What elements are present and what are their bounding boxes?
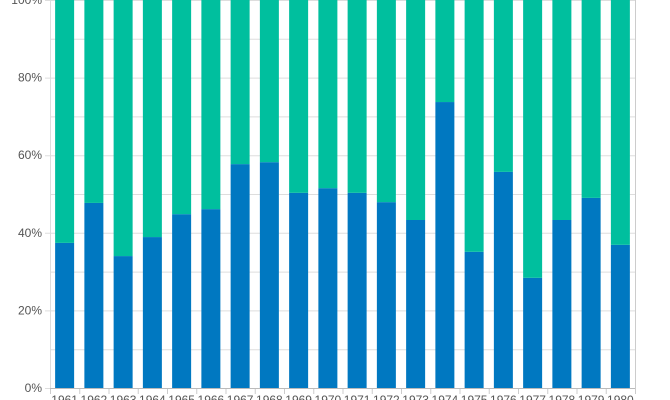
- y-tick-label: 20%: [18, 303, 42, 317]
- x-tick-label: 1974: [432, 393, 459, 400]
- bar-segment-series-2: [610, 0, 630, 245]
- bar-segment-series-2: [289, 0, 309, 193]
- bar-segment-series-1: [376, 202, 396, 388]
- bar-segment-series-2: [435, 0, 455, 103]
- x-tick-label: 1971: [344, 393, 371, 400]
- bar-segment-series-1: [493, 171, 513, 388]
- x-tick-label: 1980: [607, 393, 634, 400]
- bar-segment-series-1: [113, 256, 133, 388]
- x-tick-label: 1977: [519, 393, 546, 400]
- x-tick-label: 1963: [110, 393, 137, 400]
- x-tick-label: 1968: [256, 393, 283, 400]
- x-tick-label: 1967: [227, 393, 254, 400]
- bar-segment-series-1: [435, 102, 455, 388]
- bar-segment-series-2: [581, 0, 601, 198]
- x-tick-label: 1975: [461, 393, 488, 400]
- bar-segment-series-2: [347, 0, 367, 193]
- bar-segment-series-1: [552, 219, 572, 388]
- bar-segment-series-2: [172, 0, 192, 215]
- bar-segment-series-1: [523, 277, 543, 388]
- y-tick-label: 60%: [18, 148, 42, 162]
- bar-segment-series-1: [464, 251, 484, 388]
- x-tick-label: 1962: [81, 393, 108, 400]
- y-tick-label: 80%: [18, 71, 42, 85]
- x-tick-label: 1969: [285, 393, 312, 400]
- bar-segment-series-1: [259, 162, 279, 388]
- bar-segment-series-2: [230, 0, 250, 165]
- x-tick-label: 1970: [315, 393, 342, 400]
- bar-segment-series-2: [55, 0, 75, 243]
- bar-segment-series-2: [201, 0, 221, 210]
- bar-segment-series-2: [552, 0, 572, 220]
- bar-segment-series-1: [172, 214, 192, 388]
- bar-segment-series-2: [406, 0, 426, 220]
- bar-segment-series-2: [142, 0, 162, 238]
- x-tick-label: 1966: [198, 393, 225, 400]
- y-tick-label: 40%: [18, 226, 42, 240]
- bar-segment-series-2: [84, 0, 104, 203]
- bar-segment-series-2: [259, 0, 279, 163]
- bar-segment-series-1: [142, 237, 162, 388]
- bar-segment-series-1: [201, 209, 221, 388]
- bar-segment-series-1: [55, 242, 75, 388]
- bar-segment-series-1: [84, 202, 104, 388]
- bar-segment-series-1: [230, 164, 250, 388]
- bar-segment-series-1: [347, 192, 367, 388]
- y-tick-label: 100%: [11, 0, 42, 7]
- x-tick-label: 1965: [168, 393, 195, 400]
- bar-segment-series-2: [318, 0, 338, 189]
- x-tick-label: 1976: [490, 393, 517, 400]
- x-tick-label: 1979: [578, 393, 605, 400]
- bar-segment-series-1: [406, 219, 426, 388]
- x-tick-label: 1978: [549, 393, 576, 400]
- bar-segment-series-1: [318, 188, 338, 388]
- bar-segment-series-2: [523, 0, 543, 278]
- bar-segment-series-2: [113, 0, 133, 257]
- y-tick-label: 0%: [25, 381, 43, 395]
- x-tick-label: 1964: [139, 393, 166, 400]
- bar-segment-series-1: [581, 197, 601, 388]
- bar-segment-series-2: [376, 0, 396, 203]
- bar-segment-series-1: [610, 244, 630, 388]
- x-tick-label: 1972: [373, 393, 400, 400]
- x-tick-label: 1961: [51, 393, 78, 400]
- bar-segment-series-1: [289, 192, 309, 388]
- bar-segment-series-2: [493, 0, 513, 172]
- x-tick-label: 1973: [402, 393, 429, 400]
- bar-segment-series-2: [464, 0, 484, 252]
